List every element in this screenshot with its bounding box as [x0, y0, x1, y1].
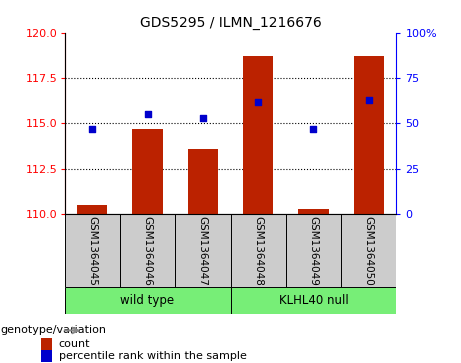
Bar [65, 287, 230, 314]
Point [310, 126, 317, 132]
Bar [354, 56, 384, 214]
Bar [188, 149, 218, 214]
Point [144, 111, 151, 117]
Text: percentile rank within the sample: percentile rank within the sample [59, 351, 247, 361]
Bar [132, 129, 163, 214]
Bar [243, 56, 273, 214]
Text: GSM1364047: GSM1364047 [198, 216, 208, 286]
Bar [230, 287, 396, 314]
Bar [286, 214, 341, 287]
Point [89, 126, 96, 132]
Bar [230, 214, 286, 287]
Bar [298, 209, 329, 214]
Bar [41, 338, 52, 350]
Bar [341, 214, 396, 287]
Bar [175, 214, 230, 287]
Title: GDS5295 / ILMN_1216676: GDS5295 / ILMN_1216676 [140, 16, 321, 30]
Bar [65, 214, 120, 287]
Text: genotype/variation: genotype/variation [0, 326, 106, 335]
Text: GSM1364050: GSM1364050 [364, 216, 374, 286]
Point [365, 97, 372, 103]
Point [199, 115, 207, 121]
Text: GSM1364049: GSM1364049 [308, 216, 319, 286]
Text: KLHL40 null: KLHL40 null [278, 294, 349, 307]
Text: wild type: wild type [120, 294, 175, 307]
Text: count: count [59, 339, 90, 349]
Bar [120, 214, 175, 287]
Bar [41, 351, 52, 362]
Point [254, 99, 262, 105]
Text: GSM1364045: GSM1364045 [87, 216, 97, 286]
Bar [77, 205, 107, 214]
Text: GSM1364046: GSM1364046 [142, 216, 153, 286]
Text: GSM1364048: GSM1364048 [253, 216, 263, 286]
